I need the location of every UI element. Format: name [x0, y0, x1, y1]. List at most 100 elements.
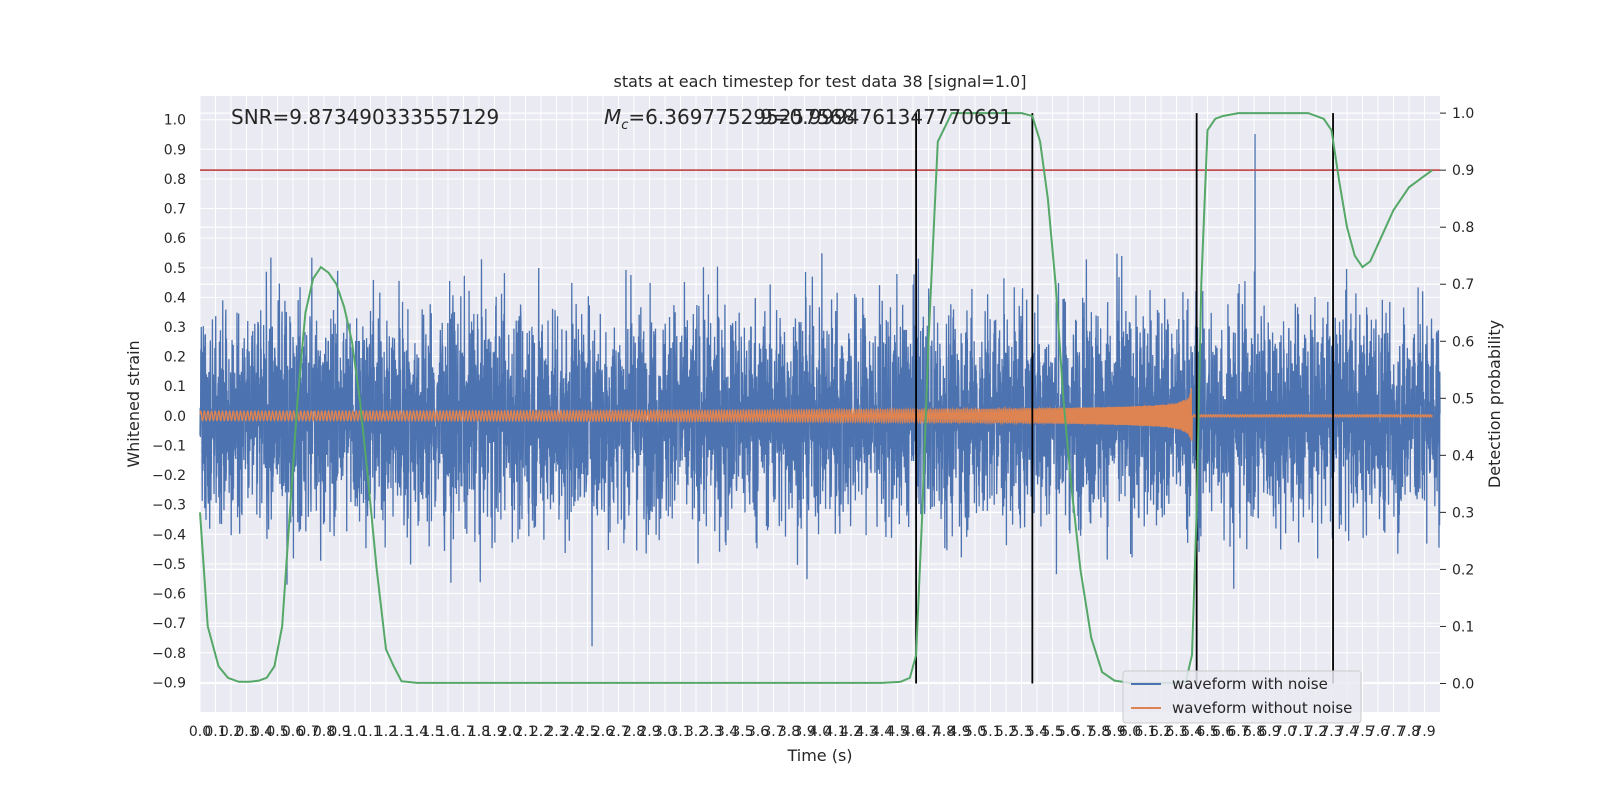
y-tick-label: 0.1 [164, 379, 186, 395]
y2-tick-label: 0.6 [1452, 334, 1474, 350]
x-tick-label: 3.8 [778, 724, 800, 740]
x-tick-label: 4.7 [917, 724, 939, 740]
x-tick-label: 2.5 [576, 724, 598, 740]
x-tick-label: 0.8 [313, 724, 335, 740]
snr-annotation: SNR=9.873490333557129 [231, 105, 499, 129]
x-tick-label: 1.3 [390, 724, 412, 740]
x-tick-label: 7.0 [1274, 724, 1296, 740]
x-tick-label: 5.2 [995, 724, 1017, 740]
x-tick-label: 7.6 [1367, 724, 1389, 740]
x-tick-label: 7.8 [1398, 724, 1420, 740]
x-tick-label: 7.1 [1289, 724, 1311, 740]
x-tick-label: 5.5 [1041, 724, 1063, 740]
x-tick-label: 5.3 [1010, 724, 1032, 740]
x-tick-label: 7.9 [1413, 724, 1435, 740]
x-tick-label: 5.4 [1026, 724, 1048, 740]
x-tick-label: 2.6 [592, 724, 614, 740]
x-tick-label: 6.4 [1181, 724, 1203, 740]
x-tick-label: 1.6 [437, 724, 459, 740]
x-tick-label: 4.2 [840, 724, 862, 740]
x-axis-label: Time (s) [786, 746, 852, 765]
x-tick-label: 0.2 [220, 724, 242, 740]
x-tick-label: 3.9 [793, 724, 815, 740]
x-tick-label: 3.4 [716, 724, 738, 740]
chart-title: stats at each timestep for test data 38 … [614, 72, 1027, 91]
x-tick-label: 2.2 [530, 724, 552, 740]
x-tick-label: 4.3 [855, 724, 877, 740]
x-tick-label: 2.3 [545, 724, 567, 740]
y-tick-label: −0.3 [152, 498, 186, 514]
x-tick-label: 6.0 [1119, 724, 1141, 740]
y-axis-label: Whitened strain [124, 340, 143, 467]
y-tick-label: 1.0 [164, 113, 186, 129]
y-tick-label: −0.6 [152, 587, 186, 603]
chirp-mass-subscript: c [621, 118, 628, 133]
y-tick-label: 0.7 [164, 202, 186, 218]
x-tick-label: 0.4 [251, 724, 273, 740]
x-tick-label: 1.9 [483, 724, 505, 740]
y2-tick-label: 0.8 [1452, 220, 1474, 236]
x-tick-label: 2.9 [638, 724, 660, 740]
x-tick-label: 0.6 [282, 724, 304, 740]
y-tick-label: 0.6 [164, 231, 186, 247]
x-tick-label: 7.3 [1320, 724, 1342, 740]
y-tick-label: 0.2 [164, 350, 186, 366]
noisy-waveform-series [199, 133, 1441, 647]
y-tick-label: −0.5 [152, 557, 186, 573]
y-tick-label: 0.8 [164, 172, 186, 188]
x-tick-label: 5.0 [964, 724, 986, 740]
y-tick-label: 0.9 [164, 142, 186, 158]
y-tick-label: 0.4 [164, 290, 186, 306]
y2-axis-label: Detection probability [1485, 320, 1504, 488]
x-tick-label: 2.0 [499, 724, 521, 740]
x-tick-label: 5.6 [1057, 724, 1079, 740]
x-tick-label: 0.3 [235, 724, 257, 740]
chirp-mass-value: =6.369775295257568 [628, 105, 855, 129]
legend-label-clean: waveform without noise [1172, 699, 1352, 717]
x-tick-label: 3.0 [654, 724, 676, 740]
y2-tick-label: 0.9 [1452, 163, 1474, 179]
y-tick-label: −0.4 [152, 527, 186, 543]
y-tick-label: −0.2 [152, 468, 186, 484]
legend-label-noisy: waveform with noise [1172, 675, 1328, 693]
detection-probability-series [199, 112, 1433, 684]
x-tick-label: 2.1 [514, 724, 536, 740]
x-tick-label: 3.1 [669, 724, 691, 740]
x-tick-label: 5.8 [1088, 724, 1110, 740]
y2-tick-label: 0.2 [1452, 562, 1474, 578]
x-tick-label: 0.7 [297, 724, 319, 740]
x-tick-label: 1.4 [406, 724, 428, 740]
y2-tick-label: 1.0 [1452, 106, 1474, 122]
y2-tick-label: 0.3 [1452, 505, 1474, 521]
y2-tick-label: 0.0 [1452, 676, 1474, 692]
x-tick-label: 2.4 [561, 724, 583, 740]
x-tick-label: 1.1 [359, 724, 381, 740]
y-tick-label: 0.5 [164, 261, 186, 277]
x-tick-label: 1.0 [344, 724, 366, 740]
x-tick-label: 0.0 [189, 724, 211, 740]
x-tick-label: 7.4 [1336, 724, 1358, 740]
x-tick-label: 3.3 [700, 724, 722, 740]
x-tick-label: 4.1 [824, 724, 846, 740]
x-tick-label: 6.6 [1212, 724, 1234, 740]
x-tick-label: 5.7 [1072, 724, 1094, 740]
y-tick-label: −0.8 [152, 646, 186, 662]
x-tick-label: 1.2 [375, 724, 397, 740]
x-tick-label: 0.1 [204, 724, 226, 740]
x-tick-label: 7.5 [1351, 724, 1373, 740]
x-tick-label: 1.8 [468, 724, 490, 740]
x-tick-label: 6.9 [1258, 724, 1280, 740]
y2-tick-label: 0.5 [1452, 391, 1474, 407]
y2-tick-label: 0.1 [1452, 619, 1474, 635]
y-tick-label: 0.3 [164, 320, 186, 336]
x-tick-label: 3.5 [731, 724, 753, 740]
x-tick-label: 0.5 [266, 724, 288, 740]
x-tick-label: 7.7 [1382, 724, 1404, 740]
x-tick-label: 5.9 [1103, 724, 1125, 740]
x-tick-label: 6.8 [1243, 724, 1265, 740]
x-tick-label: 0.9 [328, 724, 350, 740]
x-tick-label: 1.7 [452, 724, 474, 740]
y-tick-label: −0.1 [152, 438, 186, 454]
y-tick-label: −0.7 [152, 616, 186, 632]
